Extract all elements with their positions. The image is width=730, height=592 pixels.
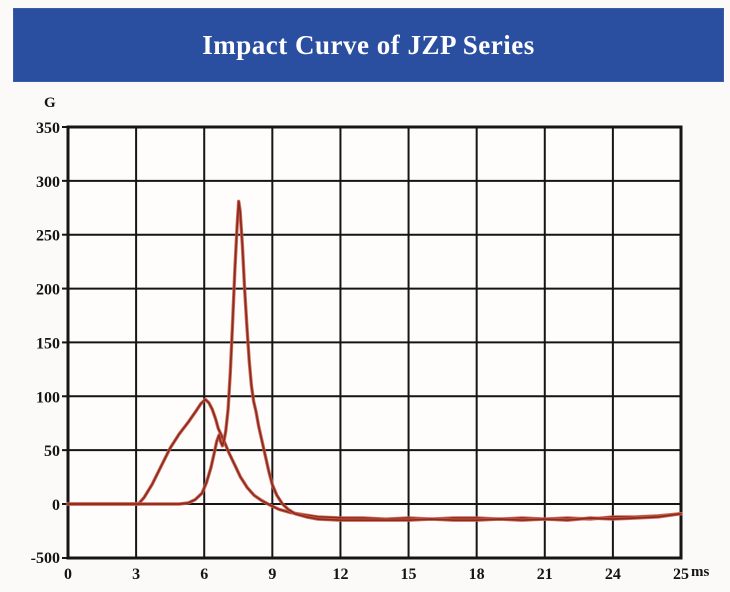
x-tick-label: 24 — [605, 566, 621, 583]
x-tick-label: 12 — [332, 566, 348, 583]
x-tick-label: 3 — [132, 566, 140, 583]
y-axis-unit-label: G — [44, 95, 56, 111]
x-tick-label: 18 — [469, 566, 485, 583]
x-tick-label: 21 — [537, 566, 553, 583]
x-tick-label: 0 — [64, 566, 72, 583]
page-title: Impact Curve of JZP Series — [202, 29, 535, 60]
y-tick-label: 250 — [36, 228, 60, 245]
x-tick-label: 9 — [268, 566, 276, 583]
x-tick-label: 6 — [200, 566, 208, 583]
title-banner: Impact Curve of JZP Series — [13, 8, 724, 82]
y-tick-label: 0 — [52, 497, 60, 514]
x-tick-label: 25 — [673, 566, 689, 583]
y-tick-label: -500 — [31, 550, 60, 567]
y-tick-label: 50 — [44, 443, 60, 460]
y-tick-label: 150 — [36, 335, 60, 352]
x-axis-unit-label: ms — [691, 564, 710, 580]
y-tick-label: 200 — [36, 282, 60, 299]
y-tick-label: 350 — [36, 120, 60, 137]
plot-border — [66, 125, 683, 560]
spike-impact-curve — [67, 200, 682, 522]
y-tick-label: 100 — [36, 389, 60, 406]
broad-impact-curve — [67, 398, 682, 520]
y-tick-label: 300 — [36, 174, 60, 191]
x-tick-label: 15 — [401, 566, 417, 583]
